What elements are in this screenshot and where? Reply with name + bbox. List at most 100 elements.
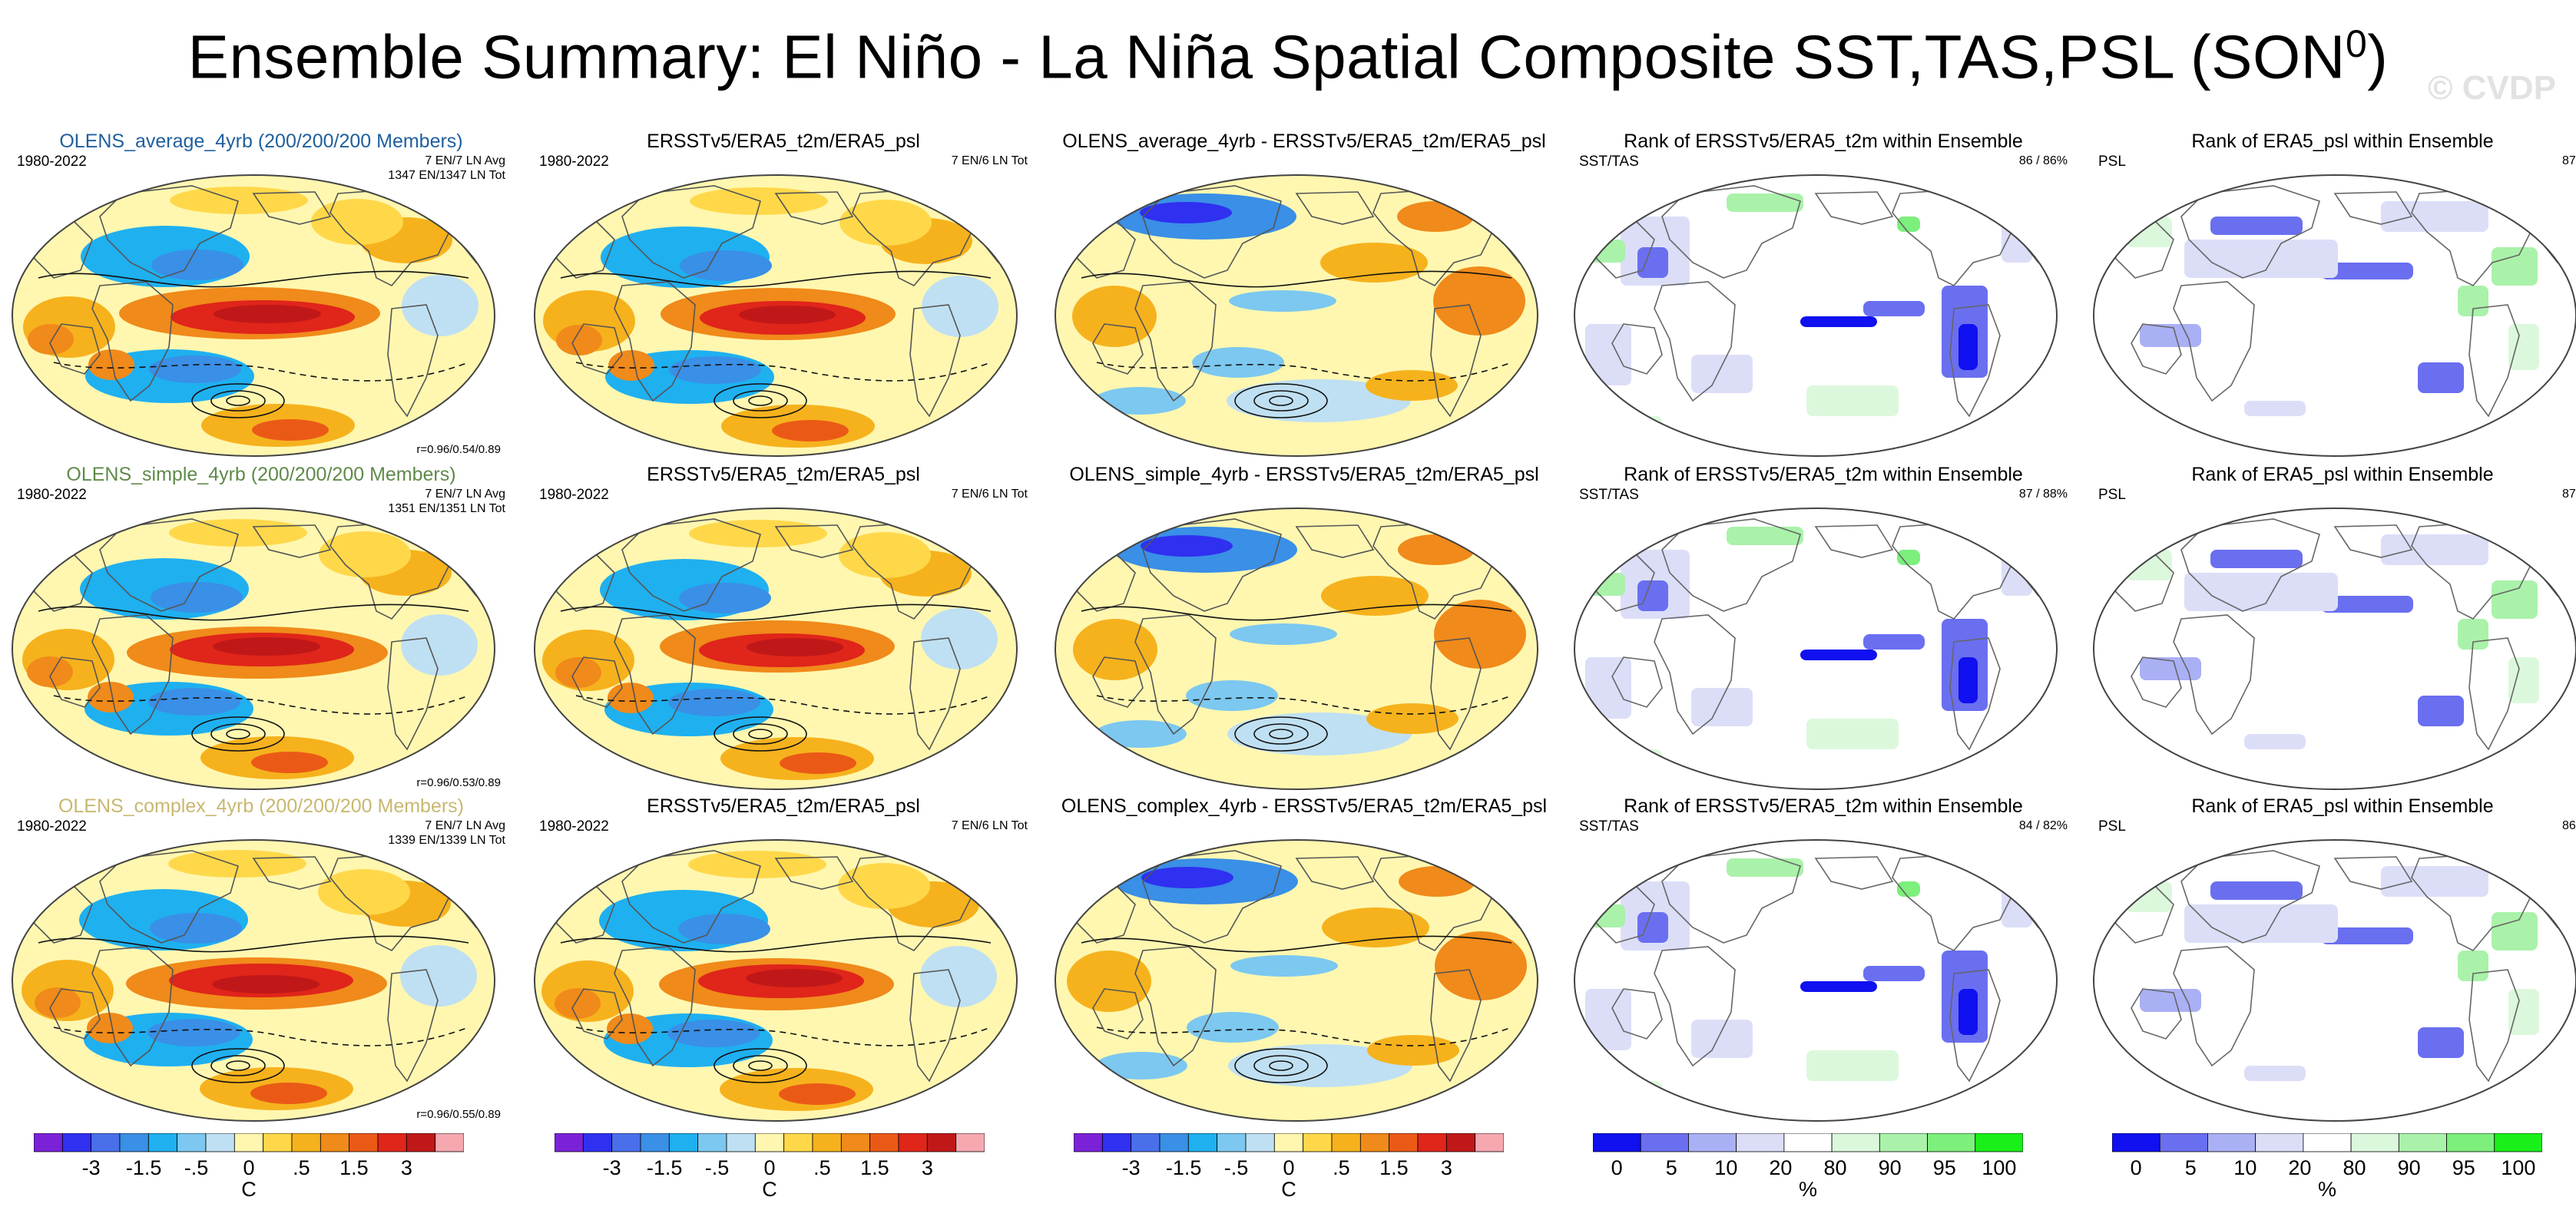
colorbar-tick-label: 10 (1714, 1156, 1737, 1179)
panel-title: ERSSTv5/ERA5_t2m/ERA5_psl (647, 795, 920, 817)
coastline (2333, 524, 2413, 558)
anomaly-patch (838, 863, 930, 909)
map-outline (12, 174, 495, 457)
colorbar-tick-label: .5 (813, 1156, 831, 1179)
coastline (1134, 614, 1217, 736)
colorbar-swatch (2255, 1132, 2304, 1152)
colorbar-swatch (783, 1132, 813, 1152)
colorbar-svg: 0 5 10 20 80 90 95 100% (2111, 1132, 2543, 1201)
coastline (2180, 850, 2320, 944)
panel-left-label: PSL (2098, 487, 2126, 503)
anomaly-patch (402, 275, 478, 336)
anomaly-patch (251, 752, 328, 773)
rank-cell-group (1806, 719, 1899, 749)
rank-cell-group (1691, 1020, 1753, 1058)
colorbar-unit: C (1281, 1178, 1296, 1201)
psl-contour (560, 270, 992, 288)
colorbar-1: -3 -1.5 -.5 0 .5 1.5 3 C (554, 1132, 985, 1214)
colorbar-swatch (435, 1132, 465, 1152)
panel-simple-model: OLENS_simple_4yrb (200/200/200 Members) 1… (8, 464, 515, 794)
panel-title: OLENS_complex_4yrb - ERSSTv5/ERA5_t2m/ER… (1061, 795, 1548, 817)
bias-patch (1094, 387, 1186, 415)
coastline (49, 323, 101, 375)
bias-patch (1366, 703, 1459, 734)
psl-contour (1234, 1048, 1328, 1083)
bias-patch (1320, 243, 1428, 283)
map-outline (1055, 508, 1538, 790)
panel-left-label: SST/TAS (1579, 487, 1639, 503)
rank-cell-group (1616, 1081, 1662, 1096)
colorbar-0: -3 -1.5 -.5 0 .5 1.5 3 C (33, 1132, 465, 1214)
anomaly-patch (401, 614, 478, 676)
rank-cell-group (1863, 301, 1925, 316)
panel-left-label: SST/TAS (1579, 818, 1639, 835)
panel-left-label: 1980-2022 (539, 487, 609, 503)
panel-right-info: 7 EN/7 LN Avg 1347 EN/1347 LN Tot (388, 154, 505, 183)
psl-contour (560, 603, 992, 621)
map-outline (1055, 174, 1538, 457)
colorbar-tick-label: 0 (763, 1156, 775, 1179)
psl-contour (1253, 723, 1309, 745)
coastline (774, 191, 854, 225)
rank-cell-group (1587, 240, 1625, 263)
anomaly-patch (780, 752, 856, 774)
map-outline (2093, 174, 2576, 457)
anomaly-patch (607, 1013, 653, 1044)
coastline (571, 656, 623, 708)
bias-patch (1140, 202, 1232, 223)
colorbar-swatch (1331, 1132, 1361, 1152)
anomaly-patch (555, 657, 601, 688)
rank-cell-group (1863, 634, 1925, 650)
colorbar-tick-label: 1.5 (860, 1156, 889, 1179)
panel-right-info: 7 EN/7 LN Avg 1339 EN/1339 LN Tot (388, 818, 505, 848)
rank-cell-group (2508, 989, 2539, 1035)
panel-right-info: 7 EN/7 LN Avg 1351 EN/1351 LN Tot (388, 487, 505, 516)
coastline (387, 304, 439, 418)
bias-patch (1366, 370, 1458, 401)
rank-cell-group (1691, 688, 1753, 726)
coastline (252, 524, 332, 558)
panel-left-label: 1980-2022 (17, 487, 87, 503)
colorbar-svg: -3 -1.5 -.5 0 .5 1.5 3 C (1073, 1132, 1505, 1201)
map-outline (2093, 839, 2576, 1122)
coastline (99, 518, 239, 612)
rank-cell-group (1727, 858, 1803, 877)
colorbar-swatch (668, 1132, 699, 1152)
colorbar-2: -3 -1.5 -.5 0 .5 1.5 3 C (1073, 1132, 1505, 1214)
colorbar-swatch (33, 1132, 63, 1152)
colorbar-swatch (2207, 1132, 2256, 1152)
colorbar-svg: 0 5 10 20 80 90 95 100% (1592, 1132, 2024, 1201)
rank-cell-group (1585, 989, 1631, 1050)
colorbar-tick-label: .5 (293, 1156, 310, 1179)
colorbar-tick-label: 80 (2343, 1156, 2366, 1179)
panel-right-label: 87 / 88% (2018, 488, 2068, 501)
coastline (909, 969, 961, 1083)
coastline (1814, 191, 1894, 225)
colorbar-tick-label: .5 (1333, 1156, 1350, 1179)
pattern-correlation: r=0.96/0.55/0.89 (416, 1108, 501, 1121)
colorbar-swatch (2350, 1132, 2399, 1152)
colorbar-unit: % (1799, 1178, 1817, 1201)
colorbar-swatch (1879, 1132, 1928, 1152)
colorbar-swatch (1445, 1132, 1476, 1152)
map-outline (2093, 508, 2576, 790)
coastline (621, 518, 761, 612)
bias-patch (1094, 720, 1187, 748)
panel-left-label: 1980-2022 (17, 154, 87, 170)
map-outline (534, 508, 1018, 790)
rank-cell-group (2458, 286, 2488, 316)
rank-cell-group (1727, 193, 1803, 212)
panel-right-label: 86% (2561, 819, 2576, 832)
map-outline (534, 174, 1018, 457)
colorbar-swatch (1475, 1132, 1505, 1152)
coastline (1654, 946, 1736, 1067)
panel-complex-model: OLENS_complex_4yrb (200/200/200 Members)… (8, 795, 515, 1126)
bias-patch (1192, 347, 1284, 378)
rank-cell-group (1800, 650, 1877, 660)
coastline (1814, 524, 1894, 558)
psl-contour (191, 716, 285, 752)
colorbar-swatch (2446, 1132, 2495, 1152)
colorbar-swatch (1101, 1132, 1132, 1152)
psl-contour (38, 270, 469, 288)
anomaly-patch (252, 419, 329, 441)
